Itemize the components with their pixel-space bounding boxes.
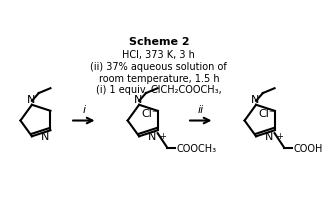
Text: COOCH₃: COOCH₃ bbox=[176, 143, 216, 153]
Text: N: N bbox=[251, 94, 259, 104]
Text: room temperature, 1.5 h: room temperature, 1.5 h bbox=[98, 73, 219, 83]
Text: Scheme 2: Scheme 2 bbox=[129, 37, 189, 47]
Text: N: N bbox=[265, 132, 274, 142]
Text: N: N bbox=[41, 132, 49, 142]
Text: +: + bbox=[277, 132, 284, 140]
Text: HCl, 373 K, 3 h: HCl, 373 K, 3 h bbox=[122, 50, 195, 60]
Text: (ii) 37% aqueous solution of: (ii) 37% aqueous solution of bbox=[91, 62, 227, 72]
Text: COOH: COOH bbox=[293, 143, 322, 153]
Text: ii: ii bbox=[198, 104, 204, 114]
Text: Cl⁻: Cl⁻ bbox=[258, 108, 275, 118]
Text: (i) 1 equiv. ClCH₂COOCH₃,: (i) 1 equiv. ClCH₂COOCH₃, bbox=[96, 85, 222, 95]
Text: N: N bbox=[27, 94, 35, 104]
Text: N: N bbox=[134, 94, 142, 104]
Text: N: N bbox=[148, 132, 157, 142]
Text: Cl⁻: Cl⁻ bbox=[141, 108, 158, 118]
Text: +: + bbox=[160, 132, 166, 140]
Text: i: i bbox=[82, 104, 85, 114]
